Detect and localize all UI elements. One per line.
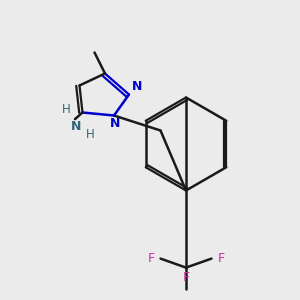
Text: H: H <box>85 128 94 140</box>
Text: N: N <box>71 120 82 133</box>
Text: H: H <box>62 103 70 116</box>
Text: F: F <box>147 252 155 265</box>
Text: N: N <box>110 117 121 130</box>
Text: F: F <box>182 271 190 284</box>
Text: F: F <box>218 252 225 265</box>
Text: N: N <box>132 80 142 93</box>
